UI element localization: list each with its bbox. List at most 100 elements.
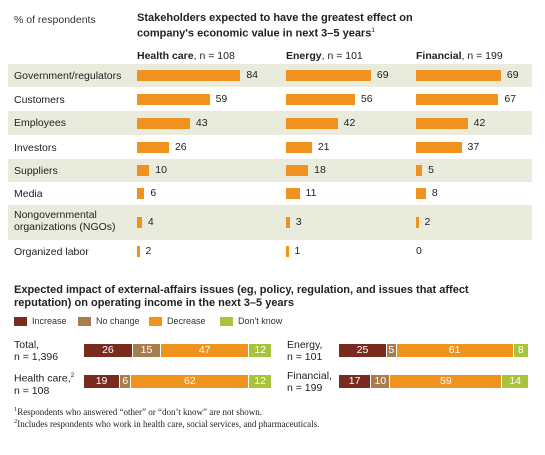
stacked-bar: 19 6 62 12 [84,375,272,388]
chart-title: Stakeholders expected to have the greate… [137,12,413,40]
bar-value: 21 [317,141,330,153]
bar-value: 11 [305,187,317,199]
stack-segment: 47 [161,344,249,357]
bar [286,142,312,153]
bar-value: 43 [195,116,208,129]
stack-segment: 15 [132,344,161,357]
bar [286,217,290,228]
bar [286,165,309,176]
stack-segment: 62 [131,375,249,388]
stack-segment: 59 [390,375,502,388]
bar [416,70,501,81]
legend-item: No change [78,316,140,326]
column-n: , n = 199 [461,50,503,62]
bar [137,117,190,129]
legend-label: Increase [32,316,67,326]
bar-value: 10 [155,164,167,176]
bar-value: 8 [431,187,438,199]
bar-value: 2 [424,216,431,228]
stack-segment: 25 [339,344,386,357]
unit-label: % of respondents [14,14,96,26]
column-header: Financial, n = 199 [416,50,503,62]
column-header: Energy, n = 101 [286,50,363,62]
bar [416,117,468,129]
stack-segment: 6 [120,375,131,388]
legend-label: Don't know [238,316,283,326]
bar [137,70,241,81]
row-label: Nongovernmental organizations (NGOs) [14,209,116,233]
stacked-bar: 17 10 59 14 [339,375,529,388]
bar-value: 59 [215,93,228,105]
bar [286,70,371,81]
stacked-bar: 25 5 61 8 [339,344,529,357]
bar-value: 37 [467,141,480,153]
stack-label: Total, n = 1,396 [14,339,59,363]
legend-swatch [149,316,162,326]
bar-value: 1 [294,245,301,257]
bar [416,94,499,105]
bar [137,188,145,199]
footnote-2: 2Includes respondents who work in health… [14,418,320,429]
bar [286,94,355,105]
bar-value: 56 [360,93,373,105]
bar-value: 42 [343,116,356,129]
row-label: Suppliers [14,165,58,177]
stack-segment: 12 [249,344,271,357]
stack-segment: 12 [249,375,271,388]
bar [137,94,210,105]
legend-swatch [220,316,233,326]
bar [137,217,142,228]
bar-value: 42 [473,116,486,129]
row-band [8,159,532,182]
stack-label: Health care,2 n = 108 [14,372,75,397]
stack-segment: 5 [386,344,396,357]
bar-value: 18 [314,164,326,176]
bar-value: 69 [376,69,389,81]
bar-value: 84 [246,69,258,81]
stack-segment: 10 [371,375,390,388]
stack-segment: 61 [396,344,513,357]
bar [286,117,338,129]
legend-label: Decrease [167,316,206,326]
column-name: Financial [416,50,462,62]
legend-swatch [78,316,91,326]
legend-item: Increase [14,316,67,326]
stack-segment: 8 [513,344,528,357]
section2-title: Expected impact of external-affairs issu… [14,284,469,309]
stack-segment: 19 [84,375,120,388]
stack-segment: 26 [84,344,132,357]
stack-segment: 14 [502,375,528,388]
legend-swatch [14,316,27,326]
bar-value: 2 [145,245,152,257]
stacked-bar: 26 15 47 12 [84,344,272,357]
row-label: Government/regulators [14,70,122,82]
row-label: Organized labor [14,246,89,258]
bar [416,142,462,153]
bar-value: 5 [428,164,434,176]
legend-label: No change [96,316,140,326]
legend-item: Decrease [149,316,206,326]
bar-value: 67 [504,93,517,105]
stack-label: Financial, n = 199 [287,370,332,394]
row-band [8,205,532,240]
bar [137,142,169,153]
bar [286,188,300,199]
bar-value: 4 [147,216,154,228]
footnote-1: 1Respondents who answered “other” or “do… [14,406,263,417]
column-n: , n = 108 [193,50,235,62]
bar-value: 0 [416,245,422,257]
column-name: Energy [286,50,322,62]
bar [416,165,423,176]
bar [137,246,140,257]
stack-segment: 17 [339,375,371,388]
bar [286,246,289,257]
bar [416,217,419,228]
row-label: Customers [14,94,65,106]
stack-label: Energy, n = 101 [287,339,323,363]
row-label: Media [14,188,43,200]
row-label: Investors [14,142,57,154]
legend-item: Don't know [220,316,282,326]
row-band [8,64,532,87]
bar-value: 26 [174,141,187,153]
column-header: Health care, n = 108 [137,50,235,62]
